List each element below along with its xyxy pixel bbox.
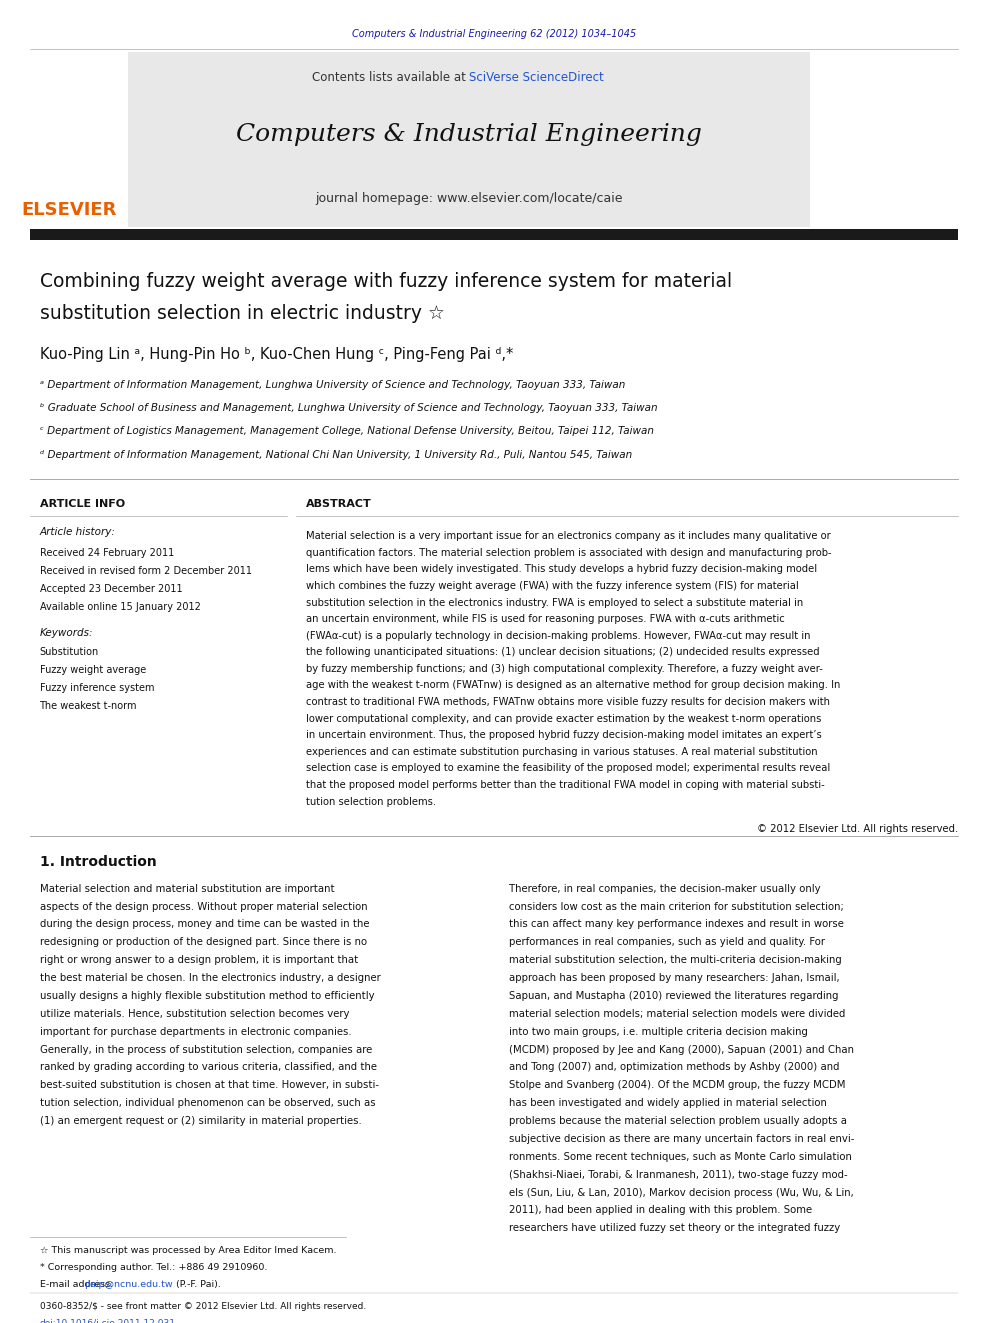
- Text: important for purchase departments in electronic companies.: important for purchase departments in el…: [40, 1027, 351, 1037]
- Text: Available online 15 January 2012: Available online 15 January 2012: [40, 602, 200, 613]
- Text: during the design process, money and time can be wasted in the: during the design process, money and tim…: [40, 919, 369, 929]
- Text: (P.-F. Pai).: (P.-F. Pai).: [173, 1281, 221, 1289]
- Bar: [30, 229, 958, 239]
- Text: Computers & Industrial Engineering 62 (2012) 1034–1045: Computers & Industrial Engineering 62 (2…: [352, 29, 636, 38]
- Text: lower computational complexity, and can provide exacter estimation by the weakes: lower computational complexity, and can …: [307, 713, 821, 724]
- Text: ᵇ Graduate School of Business and Management, Lunghwa University of Science and : ᵇ Graduate School of Business and Manage…: [40, 404, 657, 413]
- Text: material selection models; material selection models were divided: material selection models; material sele…: [509, 1009, 845, 1019]
- Text: (MCDM) proposed by Jee and Kang (2000), Sapuan (2001) and Chan: (MCDM) proposed by Jee and Kang (2000), …: [509, 1045, 854, 1054]
- Text: tution selection, individual phenomenon can be observed, such as: tution selection, individual phenomenon …: [40, 1098, 375, 1109]
- Text: material substitution selection, the multi-criteria decision-making: material substitution selection, the mul…: [509, 955, 841, 966]
- Text: into two main groups, i.e. multiple criteria decision making: into two main groups, i.e. multiple crit…: [509, 1027, 807, 1037]
- Text: Contents lists available at: Contents lists available at: [311, 71, 469, 85]
- Text: 2011), had been applied in dealing with this problem. Some: 2011), had been applied in dealing with …: [509, 1205, 812, 1216]
- Text: substitution selection in electric industry ☆: substitution selection in electric indus…: [40, 304, 444, 324]
- Text: ELSEVIER: ELSEVIER: [22, 201, 117, 218]
- Text: E-mail address:: E-mail address:: [40, 1281, 116, 1289]
- Text: tution selection problems.: tution selection problems.: [307, 796, 436, 807]
- Text: 1. Introduction: 1. Introduction: [40, 855, 157, 869]
- Text: this can affect many key performance indexes and result in worse: this can affect many key performance ind…: [509, 919, 844, 929]
- Text: Computers & Industrial Engineering: Computers & Industrial Engineering: [236, 123, 702, 146]
- Text: 0360-8352/$ - see front matter © 2012 Elsevier Ltd. All rights reserved.: 0360-8352/$ - see front matter © 2012 El…: [40, 1302, 366, 1311]
- Text: ᵃ Department of Information Management, Lunghwa University of Science and Techno: ᵃ Department of Information Management, …: [40, 380, 625, 390]
- Text: performances in real companies, such as yield and quality. For: performances in real companies, such as …: [509, 937, 825, 947]
- Text: quantification factors. The material selection problem is associated with design: quantification factors. The material sel…: [307, 548, 832, 558]
- Text: the best material be chosen. In the electronics industry, a designer: the best material be chosen. In the elec…: [40, 972, 380, 983]
- Text: (Shakhsi-Niaei, Torabi, & Iranmanesh, 2011), two-stage fuzzy mod-: (Shakhsi-Niaei, Torabi, & Iranmanesh, 20…: [509, 1170, 847, 1180]
- Text: Material selection and material substitution are important: Material selection and material substitu…: [40, 884, 334, 893]
- Text: has been investigated and widely applied in material selection: has been investigated and widely applied…: [509, 1098, 826, 1109]
- Text: * Corresponding author. Tel.: +886 49 2910960.: * Corresponding author. Tel.: +886 49 29…: [40, 1263, 267, 1273]
- Text: ᵈ Department of Information Management, National Chi Nan University, 1 Universit: ᵈ Department of Information Management, …: [40, 450, 632, 459]
- Text: contrast to traditional FWA methods, FWATnw obtains more visible fuzzy results f: contrast to traditional FWA methods, FWA…: [307, 697, 830, 706]
- Text: ABSTRACT: ABSTRACT: [307, 499, 372, 509]
- Text: Fuzzy weight average: Fuzzy weight average: [40, 664, 146, 675]
- Text: the following unanticipated situations: (1) unclear decision situations; (2) und: the following unanticipated situations: …: [307, 647, 820, 658]
- Text: an uncertain environment, while FIS is used for reasoning purposes. FWA with α-c: an uncertain environment, while FIS is u…: [307, 614, 785, 624]
- Text: journal homepage: www.elsevier.com/locate/caie: journal homepage: www.elsevier.com/locat…: [315, 192, 623, 205]
- Text: ronments. Some recent techniques, such as Monte Carlo simulation: ronments. Some recent techniques, such a…: [509, 1152, 852, 1162]
- Text: Generally, in the process of substitution selection, companies are: Generally, in the process of substitutio…: [40, 1045, 372, 1054]
- Text: Fuzzy inference system: Fuzzy inference system: [40, 683, 154, 693]
- Text: Substitution: Substitution: [40, 647, 99, 656]
- Text: utilize materials. Hence, substitution selection becomes very: utilize materials. Hence, substitution s…: [40, 1009, 349, 1019]
- Text: and Tong (2007) and, optimization methods by Ashby (2000) and: and Tong (2007) and, optimization method…: [509, 1062, 839, 1073]
- Text: experiences and can estimate substitution purchasing in various statuses. A real: experiences and can estimate substitutio…: [307, 746, 818, 757]
- Text: paip@ncnu.edu.tw: paip@ncnu.edu.tw: [84, 1281, 173, 1289]
- Text: aspects of the design process. Without proper material selection: aspects of the design process. Without p…: [40, 901, 367, 912]
- Text: ☆ This manuscript was processed by Area Editor Imed Kacem.: ☆ This manuscript was processed by Area …: [40, 1246, 336, 1256]
- Text: © 2012 Elsevier Ltd. All rights reserved.: © 2012 Elsevier Ltd. All rights reserved…: [757, 823, 958, 833]
- FancyBboxPatch shape: [128, 52, 810, 226]
- Text: The weakest t-norm: The weakest t-norm: [40, 701, 137, 710]
- Text: Kuo-Ping Lin ᵃ, Hung-Pin Ho ᵇ, Kuo-Chen Hung ᶜ, Ping-Feng Pai ᵈ,*: Kuo-Ping Lin ᵃ, Hung-Pin Ho ᵇ, Kuo-Chen …: [40, 347, 513, 363]
- Text: SciVerse ScienceDirect: SciVerse ScienceDirect: [469, 71, 604, 85]
- Text: Received in revised form 2 December 2011: Received in revised form 2 December 2011: [40, 566, 252, 577]
- Text: (1) an emergent request or (2) similarity in material properties.: (1) an emergent request or (2) similarit…: [40, 1117, 361, 1126]
- Text: in uncertain environment. Thus, the proposed hybrid fuzzy decision-making model : in uncertain environment. Thus, the prop…: [307, 730, 822, 741]
- Text: Stolpe and Svanberg (2004). Of the MCDM group, the fuzzy MCDM: Stolpe and Svanberg (2004). Of the MCDM …: [509, 1081, 845, 1090]
- Text: Received 24 February 2011: Received 24 February 2011: [40, 548, 174, 558]
- Text: lems which have been widely investigated. This study develops a hybrid fuzzy dec: lems which have been widely investigated…: [307, 565, 817, 574]
- Text: substitution selection in the electronics industry. FWA is employed to select a : substitution selection in the electronic…: [307, 598, 804, 607]
- Text: that the proposed model performs better than the traditional FWA model in coping: that the proposed model performs better …: [307, 781, 825, 790]
- Text: which combines the fuzzy weight average (FWA) with the fuzzy inference system (F: which combines the fuzzy weight average …: [307, 581, 800, 591]
- Text: by fuzzy membership functions; and (3) high computational complexity. Therefore,: by fuzzy membership functions; and (3) h…: [307, 664, 823, 673]
- Text: Keywords:: Keywords:: [40, 628, 93, 639]
- Text: problems because the material selection problem usually adopts a: problems because the material selection …: [509, 1117, 847, 1126]
- Text: doi:10.1016/j.cie.2011.12.031: doi:10.1016/j.cie.2011.12.031: [40, 1319, 176, 1323]
- Text: selection case is employed to examine the feasibility of the proposed model; exp: selection case is employed to examine th…: [307, 763, 830, 774]
- Text: redesigning or production of the designed part. Since there is no: redesigning or production of the designe…: [40, 937, 367, 947]
- Text: Therefore, in real companies, the decision-maker usually only: Therefore, in real companies, the decisi…: [509, 884, 820, 893]
- Text: ᶜ Department of Logistics Management, Management College, National Defense Unive: ᶜ Department of Logistics Management, Ma…: [40, 426, 654, 437]
- Text: usually designs a highly flexible substitution method to efficiently: usually designs a highly flexible substi…: [40, 991, 374, 1002]
- Text: researchers have utilized fuzzy set theory or the integrated fuzzy: researchers have utilized fuzzy set theo…: [509, 1224, 840, 1233]
- Text: best-suited substitution is chosen at that time. However, in substi-: best-suited substitution is chosen at th…: [40, 1081, 379, 1090]
- Text: age with the weakest t-norm (FWATnw) is designed as an alternative method for gr: age with the weakest t-norm (FWATnw) is …: [307, 680, 840, 691]
- Text: approach has been proposed by many researchers: Jahan, Ismail,: approach has been proposed by many resea…: [509, 972, 839, 983]
- Text: (FWAα-cut) is a popularly technology in decision-making problems. However, FWAα-: (FWAα-cut) is a popularly technology in …: [307, 631, 810, 640]
- Text: considers low cost as the main criterion for substitution selection;: considers low cost as the main criterion…: [509, 901, 843, 912]
- Text: Material selection is a very important issue for an electronics company as it in: Material selection is a very important i…: [307, 532, 831, 541]
- Text: ranked by grading according to various criteria, classified, and the: ranked by grading according to various c…: [40, 1062, 377, 1073]
- Text: right or wrong answer to a design problem, it is important that: right or wrong answer to a design proble…: [40, 955, 358, 966]
- Text: Combining fuzzy weight average with fuzzy inference system for material: Combining fuzzy weight average with fuzz…: [40, 273, 732, 291]
- Text: Accepted 23 December 2011: Accepted 23 December 2011: [40, 585, 183, 594]
- Text: els (Sun, Liu, & Lan, 2010), Markov decision process (Wu, Wu, & Lin,: els (Sun, Liu, & Lan, 2010), Markov deci…: [509, 1188, 854, 1197]
- Text: Article history:: Article history:: [40, 528, 115, 537]
- Text: Sapuan, and Mustapha (2010) reviewed the literatures regarding: Sapuan, and Mustapha (2010) reviewed the…: [509, 991, 838, 1002]
- Text: subjective decision as there are many uncertain factors in real envi-: subjective decision as there are many un…: [509, 1134, 854, 1144]
- Text: ARTICLE INFO: ARTICLE INFO: [40, 499, 125, 509]
